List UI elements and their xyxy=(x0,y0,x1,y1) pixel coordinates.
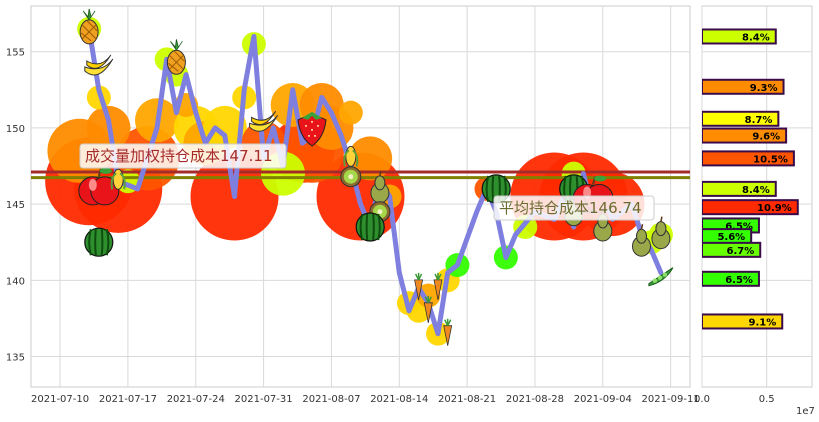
volume-bar xyxy=(702,28,777,45)
y-tick-label: 155 xyxy=(6,48,25,59)
pear-icon xyxy=(632,224,651,257)
y-tick-label: 140 xyxy=(6,276,25,287)
volume-bar-label: 9.3% xyxy=(750,83,778,94)
x-tick-label: 2021-08-21 xyxy=(438,394,496,405)
x-tick-label: 2021-09-11 xyxy=(642,394,700,405)
carrot-icon xyxy=(423,295,433,323)
volume-bar xyxy=(702,127,788,144)
volume-bubble xyxy=(202,105,247,150)
volume-bar xyxy=(702,313,784,330)
carrot-icon xyxy=(414,272,424,300)
annotation-average-cost: 平均持仓成本146.74 xyxy=(493,195,655,221)
annotation-weighted-cost: 成交量加权持仓成本147.11 xyxy=(79,143,287,169)
y-tick-label: 150 xyxy=(6,124,25,135)
volume-bar-label: 5.6% xyxy=(717,232,745,243)
x-tick-label: 2021-09-04 xyxy=(574,394,632,405)
x-tick-label: 2021-07-24 xyxy=(167,394,225,405)
apple-icon xyxy=(78,167,120,206)
pineapple-icon xyxy=(166,39,186,75)
volume-bar-label: 8.4% xyxy=(742,185,770,196)
volume-bar xyxy=(702,110,780,127)
y-tick-label: 135 xyxy=(6,353,25,364)
carrot-icon xyxy=(433,272,443,300)
peapod-icon xyxy=(648,267,674,287)
volume-bar-label: 10.5% xyxy=(753,154,788,165)
volume-bubble xyxy=(338,100,363,125)
x-tick-label: 2021-07-10 xyxy=(31,394,89,405)
volume-bar xyxy=(702,241,762,258)
volume-bar-label: 8.4% xyxy=(742,32,770,43)
strawberry-icon xyxy=(297,111,327,147)
carrot-icon xyxy=(443,318,453,346)
volume-bar xyxy=(702,78,785,95)
corn-icon xyxy=(110,168,126,190)
volume-bar xyxy=(702,180,777,197)
x-tick-label: 2021-08-07 xyxy=(302,394,360,405)
volume-bar-label: 6.5% xyxy=(725,275,753,286)
volume-bar-label: 6.7% xyxy=(727,246,755,257)
volume-offset-label: 1e7 xyxy=(796,406,815,417)
main-x-axis: 2021-07-10 2021-07-17 2021-07-24 2021-07-31… xyxy=(31,394,700,405)
side-x-tick-label: 0.5 xyxy=(759,394,775,405)
volume-bar-label: 10.9% xyxy=(757,203,792,214)
volume-bar xyxy=(702,199,799,216)
volume-profile-bars: 8.4%9.3%8.7%9.6%10.5%8.4%10.9%6.5%5.6%6.… xyxy=(702,28,799,330)
volume-bar-label: 9.6% xyxy=(752,132,780,143)
watermelon-icon xyxy=(355,212,385,242)
volume-bar xyxy=(702,270,760,287)
annotations: 成交量加权持仓成本147.11 平均持仓成本146.74 xyxy=(79,143,655,221)
y-tick-label: 145 xyxy=(6,200,25,211)
x-tick-label: 2021-07-31 xyxy=(235,394,293,405)
annotation-average-cost-text: 平均持仓成本146.74 xyxy=(499,199,642,217)
annotation-average-cost-box xyxy=(493,195,655,221)
main-y-axis: 135 140 145 150 155 xyxy=(6,48,25,364)
annotation-weighted-cost-text: 成交量加权持仓成本147.11 xyxy=(85,147,273,165)
x-tick-label: 2021-08-14 xyxy=(370,394,428,405)
volume-bubble xyxy=(348,136,393,181)
main-plot: 成交量加权持仓成本147.11 平均持仓成本146.74 2021-07-10 2… xyxy=(6,5,700,405)
banana-icon xyxy=(84,54,114,76)
banana-icon xyxy=(249,111,279,132)
volume-bar-label: 8.7% xyxy=(745,115,773,126)
pear-icon xyxy=(370,170,390,204)
pineapple-icon xyxy=(79,8,99,45)
volume-bar-label: 9.1% xyxy=(749,317,777,328)
annotation-weighted-cost-box xyxy=(79,143,287,169)
volume-bar-label: 6.5% xyxy=(725,221,753,232)
side-x-tick-label: 0.0 xyxy=(694,394,710,405)
volume-profile-plot: 8.4%9.3%8.7%9.6%10.5%8.4%10.9%6.5%5.6%6.… xyxy=(694,5,815,417)
volume-bar xyxy=(702,150,795,167)
x-tick-label: 2021-08-28 xyxy=(506,394,564,405)
volume-profile-x-axis: 0.0 0.5 xyxy=(694,394,775,405)
watermelon-icon xyxy=(84,227,114,257)
x-tick-label: 2021-07-17 xyxy=(99,394,157,405)
kiwi-icon xyxy=(340,166,362,188)
pear-icon xyxy=(651,216,671,250)
